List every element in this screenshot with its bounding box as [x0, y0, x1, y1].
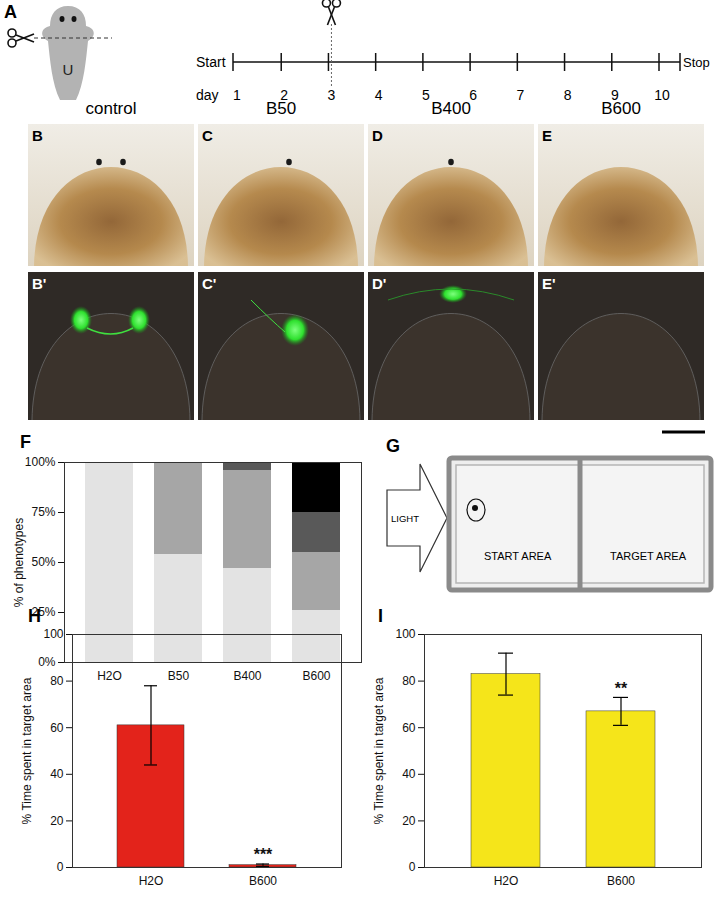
svg-text:75%: 75% — [31, 505, 55, 519]
svg-text:B600: B600 — [302, 669, 330, 683]
svg-text:F: F — [20, 432, 31, 452]
svg-text:100%: 100% — [25, 455, 56, 469]
svg-text:0: 0 — [409, 860, 416, 874]
svg-text:E': E' — [542, 275, 556, 292]
svg-text:60: 60 — [402, 721, 416, 735]
svg-text:LIGHT: LIGHT — [391, 513, 419, 524]
svg-text:B400: B400 — [431, 99, 471, 118]
svg-text:B: B — [32, 127, 43, 144]
svg-text:80: 80 — [50, 674, 64, 688]
svg-text:6: 6 — [469, 87, 477, 103]
svg-text:E: E — [542, 127, 552, 144]
svg-text:20: 20 — [402, 814, 416, 828]
svg-text:Start: Start — [196, 54, 226, 70]
svg-text:START AREA: START AREA — [484, 550, 552, 562]
svg-text:100: 100 — [395, 627, 415, 641]
svg-text:G: G — [386, 436, 400, 456]
svg-text:25%: 25% — [31, 605, 55, 619]
svg-text:5: 5 — [422, 87, 430, 103]
svg-text:3: 3 — [328, 87, 336, 103]
svg-text:0: 0 — [57, 860, 64, 874]
svg-text:10: 10 — [654, 87, 670, 103]
svg-text:% of phenotypes: % of phenotypes — [12, 518, 26, 607]
svg-text:U: U — [63, 61, 74, 78]
svg-text:40: 40 — [50, 767, 64, 781]
svg-text:D': D' — [372, 275, 386, 292]
svg-text:B600: B600 — [607, 874, 635, 888]
svg-text:20: 20 — [50, 814, 64, 828]
svg-text:7: 7 — [516, 87, 524, 103]
svg-text:40: 40 — [402, 767, 416, 781]
svg-text:0%: 0% — [38, 655, 56, 669]
svg-text:**: ** — [615, 680, 628, 697]
svg-text:B50: B50 — [168, 669, 190, 683]
svg-text:Stop: Stop — [683, 55, 710, 70]
svg-text:C: C — [202, 127, 213, 144]
svg-text:8: 8 — [564, 87, 572, 103]
svg-text:B50: B50 — [266, 99, 296, 118]
svg-text:control: control — [85, 99, 136, 118]
svg-text:2: 2 — [280, 87, 288, 103]
svg-text:% Time spent in target area: % Time spent in target area — [20, 677, 34, 824]
svg-text:***: *** — [254, 846, 273, 863]
svg-text:H2O: H2O — [97, 669, 122, 683]
svg-text:B600: B600 — [249, 874, 277, 888]
svg-text:B600: B600 — [601, 99, 641, 118]
svg-text:B': B' — [32, 275, 46, 292]
svg-text:A: A — [4, 2, 17, 22]
svg-text:C': C' — [202, 275, 216, 292]
svg-text:50%: 50% — [31, 555, 55, 569]
svg-text:B400: B400 — [233, 669, 261, 683]
svg-text:4: 4 — [375, 87, 383, 103]
svg-text:I: I — [378, 606, 383, 626]
svg-text:H2O: H2O — [494, 874, 519, 888]
svg-text:% Time spent in target area: % Time spent in target area — [372, 677, 386, 824]
svg-text:9: 9 — [611, 87, 619, 103]
svg-text:60: 60 — [50, 721, 64, 735]
svg-text:TARGET AREA: TARGET AREA — [610, 550, 687, 562]
svg-text:D: D — [372, 127, 383, 144]
svg-text:H2O: H2O — [139, 874, 164, 888]
svg-text:day: day — [196, 87, 219, 103]
svg-text:1: 1 — [233, 87, 241, 103]
svg-text:80: 80 — [402, 674, 416, 688]
svg-text:100: 100 — [43, 627, 63, 641]
